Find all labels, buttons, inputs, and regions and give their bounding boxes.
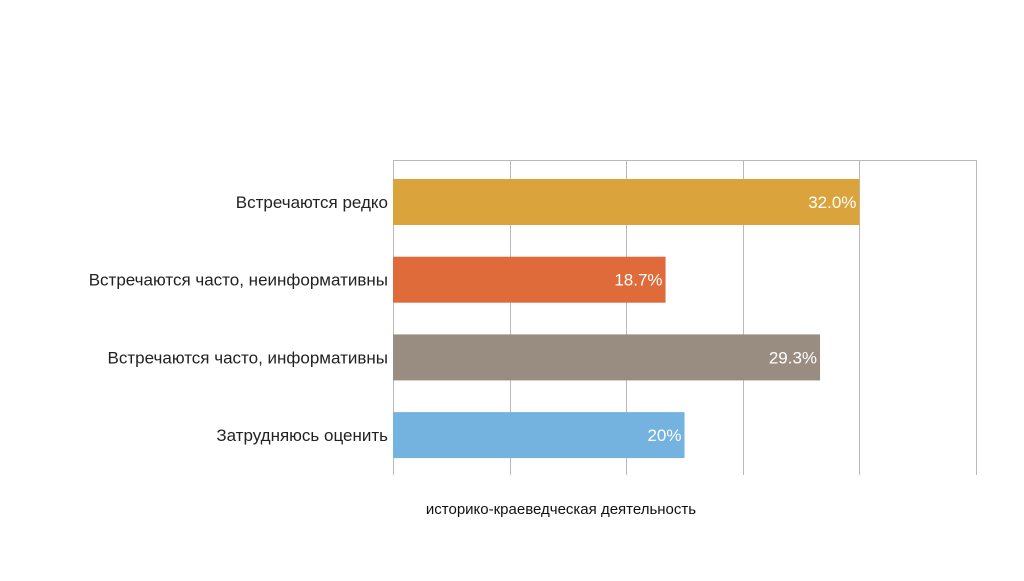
bars	[393, 179, 860, 459]
bar-3	[393, 334, 821, 381]
bar-4	[393, 412, 685, 459]
data-label-3: 29.3%	[769, 348, 817, 367]
bar-2	[393, 256, 666, 303]
bar-1	[393, 179, 860, 225]
labels: 32.0% Встречаются редко 18.7% Встречаются ч…	[89, 193, 857, 445]
data-label-2: 18.7%	[614, 271, 662, 290]
category-label-3: Встречаются часто, информативны	[108, 348, 388, 367]
category-label-2: Встречаются часто, неинформативны	[89, 271, 388, 290]
category-label-4: Затрудняюсь оценить	[216, 426, 388, 445]
data-label-1: 32.0%	[808, 193, 856, 212]
data-label-4: 20%	[647, 426, 681, 445]
category-label-1: Встречаются редко	[236, 193, 388, 212]
x-axis-title: историко-краеведческая деятельность	[426, 501, 696, 518]
